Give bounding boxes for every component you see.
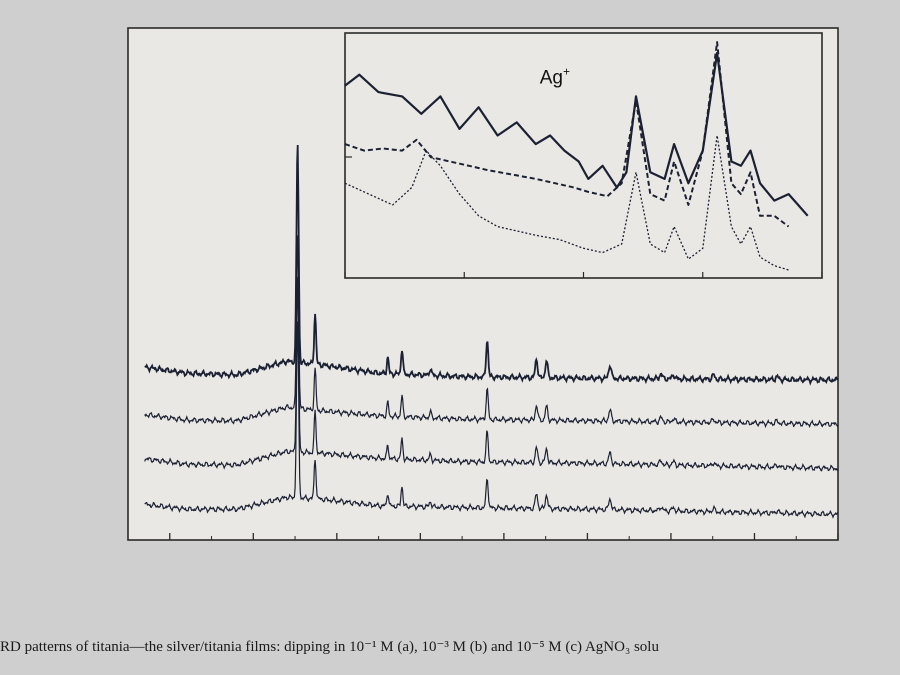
xrd-trace-3 xyxy=(144,276,839,472)
inset-trace-dotted xyxy=(344,134,789,271)
xrd-trace-1 xyxy=(144,144,839,386)
figure-caption: RD patterns of titania—the silver/titani… xyxy=(0,639,659,655)
ag-ion-text: Ag xyxy=(540,67,563,88)
xrd-trace-4 xyxy=(144,321,839,519)
ag-ion-label: Ag+ xyxy=(540,64,570,88)
inset-plot-area xyxy=(344,32,823,279)
ag-ion-charge: + xyxy=(563,64,570,78)
inset-xrd-chart: Ag+ xyxy=(344,32,823,279)
xrd-trace-2 xyxy=(144,235,839,429)
